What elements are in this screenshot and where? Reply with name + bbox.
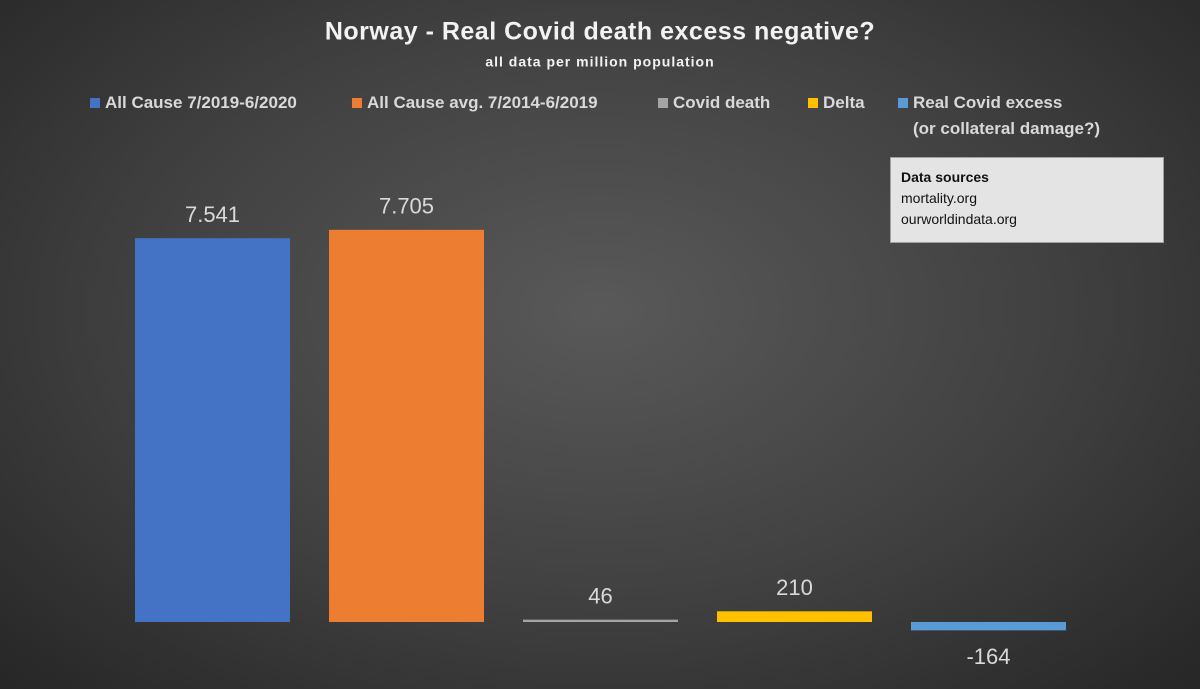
legend-swatch (658, 98, 668, 108)
chart-subtitle: all data per million population (485, 54, 714, 70)
annotation-line: mortality.org (901, 190, 977, 206)
legend-label: All Cause avg. 7/2014-6/2019 (367, 93, 598, 112)
legend-swatch (90, 98, 100, 108)
annotation-line: ourworldindata.org (901, 211, 1017, 227)
bar (523, 619, 678, 622)
legend-label: Delta (823, 93, 865, 112)
value-label: 7.541 (185, 202, 240, 227)
bar (329, 229, 484, 623)
bar (911, 622, 1066, 631)
legend-swatch (808, 98, 818, 108)
data-sources-box: Data sources mortality.org ourworldindat… (890, 157, 1164, 243)
legend-label: Covid death (673, 93, 771, 112)
legend-label: Real Covid excess (or collateral damage?… (913, 93, 1101, 138)
value-label: 210 (776, 575, 813, 600)
bar (717, 611, 872, 622)
legend-swatch (898, 98, 908, 108)
legend-swatch (352, 98, 362, 108)
value-label: 7.705 (379, 194, 434, 219)
value-label: -164 (966, 644, 1010, 669)
legend: All Cause 7/2019-6/2020 All Cause avg. 7/… (0, 90, 1200, 140)
value-label: 46 (588, 583, 612, 608)
legend-label: All Cause 7/2019-6/2020 (105, 93, 297, 112)
annotation-title: Data sources (901, 169, 989, 185)
bar (135, 238, 290, 623)
chart-title: Norway - Real Covid death excess negativ… (325, 18, 875, 46)
